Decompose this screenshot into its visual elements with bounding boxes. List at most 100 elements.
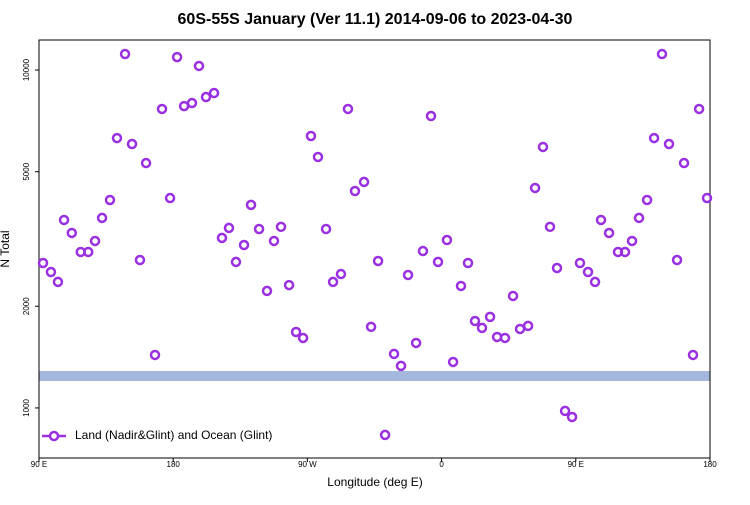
point	[208, 87, 220, 99]
plot-frame	[38, 39, 711, 459]
x-axis-label: Longitude (deg E)	[327, 475, 422, 489]
point	[230, 256, 242, 268]
point	[164, 192, 176, 204]
point	[379, 429, 391, 441]
point	[358, 176, 370, 188]
point	[223, 222, 235, 234]
point	[678, 157, 690, 169]
point	[327, 276, 339, 288]
point	[134, 254, 146, 266]
point	[372, 255, 384, 267]
chart-title: 60S-55S January (Ver 11.1) 2014-09-06 to…	[178, 11, 573, 28]
point	[395, 360, 407, 372]
point	[432, 256, 444, 268]
point	[633, 212, 645, 224]
point	[66, 227, 78, 239]
point	[52, 276, 64, 288]
point	[297, 332, 309, 344]
point	[37, 257, 49, 269]
y-axis-label: N Total	[0, 230, 12, 267]
x-tick-label: 0	[439, 460, 444, 469]
point	[551, 262, 563, 274]
point	[574, 257, 586, 269]
point	[626, 235, 638, 247]
point	[200, 91, 212, 103]
point	[58, 214, 70, 226]
x-tick-label: 180	[703, 460, 717, 469]
point	[193, 60, 205, 72]
point	[566, 411, 578, 423]
point	[261, 285, 273, 297]
point	[238, 239, 250, 251]
point	[156, 103, 168, 115]
point	[186, 97, 198, 109]
point	[641, 194, 653, 206]
point	[522, 320, 534, 332]
point	[663, 138, 675, 150]
point	[104, 194, 116, 206]
x-tick-label: 180	[167, 460, 181, 469]
point	[476, 322, 488, 334]
point	[425, 110, 437, 122]
point	[82, 246, 94, 258]
point	[335, 268, 347, 280]
point	[507, 290, 519, 302]
x-tick-label: 90 W	[298, 460, 317, 469]
point	[402, 269, 414, 281]
point	[648, 132, 660, 144]
point	[216, 232, 228, 244]
point	[253, 223, 265, 235]
y-tick-label: 10000	[22, 58, 31, 81]
point	[441, 234, 453, 246]
point	[149, 349, 161, 361]
point	[656, 48, 668, 60]
point	[619, 246, 631, 258]
point	[484, 311, 496, 323]
point	[582, 266, 594, 278]
x-tick-label: 90 E	[568, 460, 584, 469]
point	[290, 326, 302, 338]
point	[126, 138, 138, 150]
band	[39, 371, 710, 381]
legend-marker	[48, 430, 60, 442]
point	[693, 103, 705, 115]
point	[305, 130, 317, 142]
point	[687, 349, 699, 361]
point	[462, 257, 474, 269]
point	[671, 254, 683, 266]
point	[701, 192, 713, 204]
point	[447, 356, 459, 368]
x-tick-label: 90 E	[31, 460, 47, 469]
point	[312, 151, 324, 163]
point	[342, 103, 354, 115]
point	[268, 235, 280, 247]
y-tick-label: 1000	[22, 398, 31, 416]
point	[499, 332, 511, 344]
point	[589, 276, 601, 288]
point	[111, 132, 123, 144]
point	[595, 214, 607, 226]
point	[469, 315, 481, 327]
point	[283, 279, 295, 291]
point	[410, 337, 422, 349]
point	[388, 348, 400, 360]
point	[45, 266, 57, 278]
point	[119, 48, 131, 60]
point	[455, 280, 467, 292]
point	[365, 321, 377, 333]
point	[89, 235, 101, 247]
point	[537, 141, 549, 153]
legend-label: Land (Nadir&Glint) and Ocean (Glint)	[75, 428, 272, 442]
point	[245, 199, 257, 211]
point	[275, 221, 287, 233]
point	[140, 157, 152, 169]
point	[559, 405, 571, 417]
point	[529, 182, 541, 194]
point	[320, 223, 332, 235]
point	[349, 185, 361, 197]
y-tick-label: 5000	[22, 162, 31, 180]
y-tick-label: 2000	[22, 297, 31, 315]
point	[171, 51, 183, 63]
